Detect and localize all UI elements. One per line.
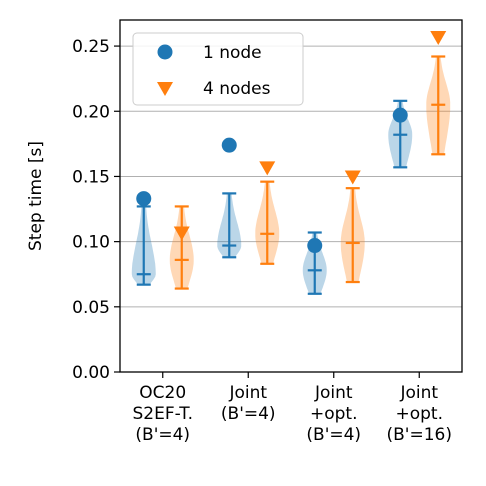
x-tick-label: (B'=4) — [135, 425, 190, 445]
x-axis-ticks: OC20S2EF-T.(B'=4)Joint(B'=4)Joint+opt.(B… — [133, 372, 452, 445]
x-tick-label: Joint — [228, 383, 267, 403]
legend-label: 4 nodes — [203, 79, 271, 99]
y-tick-label: 0.25 — [72, 37, 110, 57]
legend-box — [132, 32, 304, 106]
legend-marker — [157, 44, 173, 60]
y-tick-label: 0.20 — [72, 102, 110, 122]
first-step-marker — [344, 170, 361, 185]
y-tick-label: 0.00 — [72, 363, 110, 383]
first-step-marker — [392, 107, 408, 123]
first-step-marker — [430, 30, 447, 45]
first-step-marker — [259, 161, 276, 176]
x-tick-label: +opt. — [310, 404, 358, 424]
y-axis-ticks: 0.00 0.05 0.10 0.15 0.20 0.25 — [72, 37, 120, 383]
legend: 1 node 4 nodes — [132, 32, 304, 106]
first-step-marker — [173, 226, 190, 241]
x-tick-label: (B'=4) — [306, 425, 361, 445]
legend-marker — [157, 82, 173, 96]
legend-label: 1 node — [203, 43, 262, 63]
first-step-marker — [307, 238, 323, 254]
x-tick-label: (B'=16) — [387, 425, 452, 445]
first-step-markers — [136, 30, 447, 254]
x-tick-label: S2EF-T. — [133, 404, 193, 424]
x-tick-label: Joint — [399, 383, 438, 403]
x-tick-label: Joint — [314, 383, 353, 403]
first-step-marker — [221, 137, 237, 153]
plot-frame — [119, 19, 463, 373]
first-step-marker — [136, 191, 152, 207]
y-tick-label: 0.05 — [72, 298, 110, 318]
x-tick-label: (B'=4) — [221, 404, 276, 424]
y-axis-label: Step time [s] — [26, 141, 46, 251]
y-tick-label: 0.10 — [72, 233, 110, 253]
x-tick-label: +opt. — [395, 404, 443, 424]
y-tick-label: 0.15 — [72, 167, 110, 187]
x-tick-label: OC20 — [139, 383, 186, 403]
